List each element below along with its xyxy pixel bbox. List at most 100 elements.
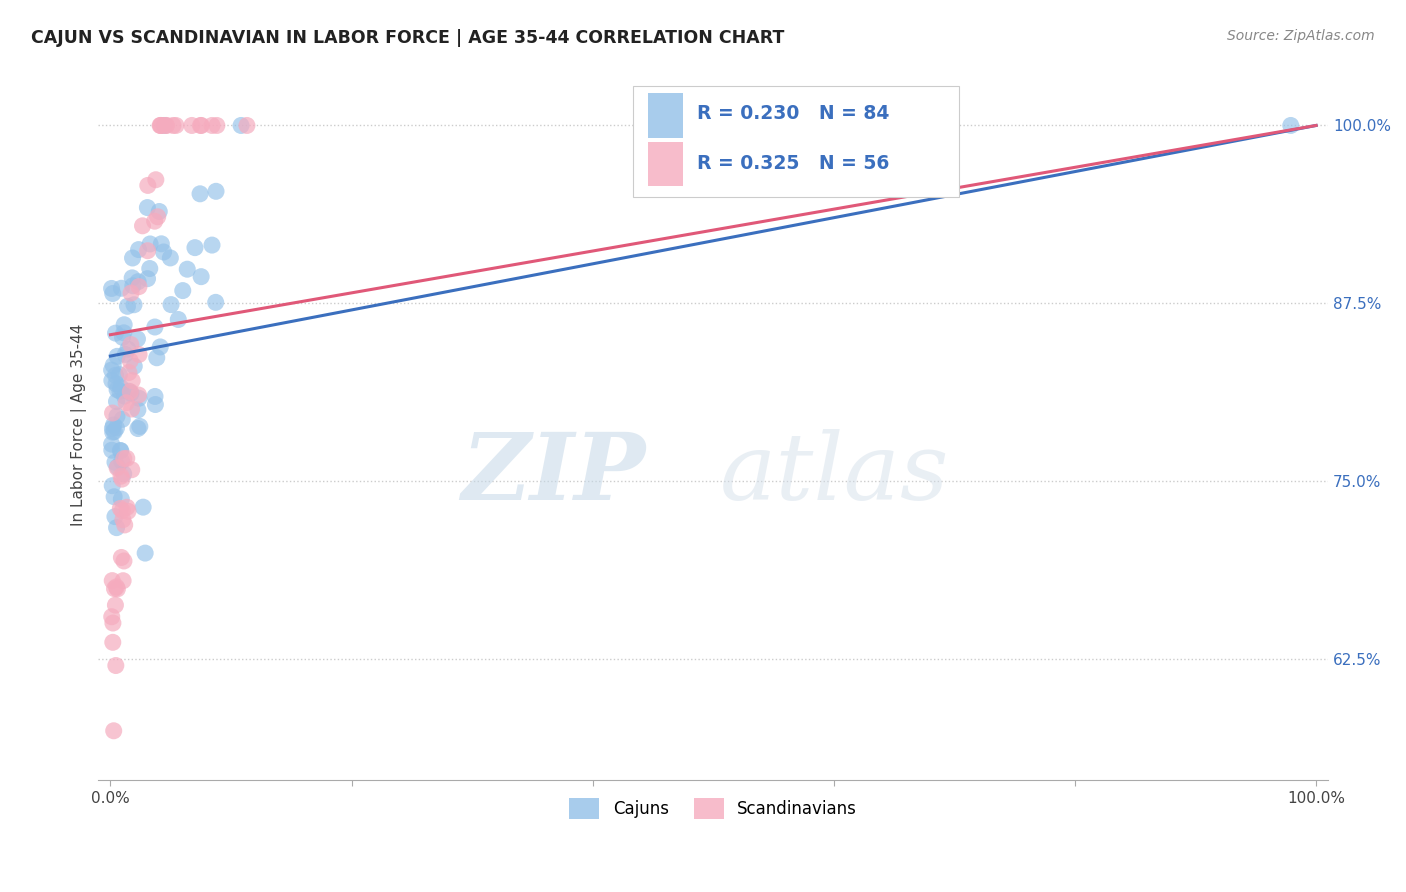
Text: CAJUN VS SCANDINAVIAN IN LABOR FORCE | AGE 35-44 CORRELATION CHART: CAJUN VS SCANDINAVIAN IN LABOR FORCE | A… <box>31 29 785 46</box>
Point <box>201 119 224 133</box>
Point <box>167 312 190 326</box>
Point <box>104 368 127 383</box>
Point <box>101 635 124 649</box>
Point <box>121 251 143 265</box>
Point <box>108 384 131 398</box>
Point <box>172 284 194 298</box>
Point <box>110 501 132 516</box>
Point <box>229 119 252 133</box>
Point <box>107 459 129 474</box>
Text: Source: ZipAtlas.com: Source: ZipAtlas.com <box>1227 29 1375 43</box>
Point <box>121 402 143 417</box>
Point <box>149 119 172 133</box>
Point <box>118 366 141 380</box>
Point <box>121 271 143 285</box>
Point <box>139 236 162 251</box>
Point <box>145 173 167 187</box>
Point <box>110 443 132 458</box>
Point <box>101 479 124 493</box>
Point <box>160 297 183 311</box>
Point <box>111 330 134 344</box>
Y-axis label: In Labor Force | Age 35-44: In Labor Force | Age 35-44 <box>72 323 87 525</box>
Point <box>165 119 187 133</box>
Point <box>155 119 177 133</box>
Point <box>103 425 125 439</box>
Text: R = 0.230   N = 84: R = 0.230 N = 84 <box>697 103 890 123</box>
Point <box>134 546 156 560</box>
Point <box>120 384 142 399</box>
Point <box>114 389 136 403</box>
Point <box>112 554 135 568</box>
Point <box>108 368 131 382</box>
Point <box>155 119 177 133</box>
Point <box>131 219 153 233</box>
Point <box>104 326 127 340</box>
Point <box>176 262 198 277</box>
Point <box>105 582 128 596</box>
Point <box>120 386 142 401</box>
Point <box>105 409 128 424</box>
Point <box>101 425 124 439</box>
Legend: Cajuns, Scandinavians: Cajuns, Scandinavians <box>562 792 863 825</box>
Point <box>121 374 143 388</box>
Point <box>100 609 122 624</box>
Point <box>120 337 142 351</box>
Point <box>145 398 167 412</box>
Point <box>103 417 125 432</box>
Point <box>236 119 259 133</box>
Point <box>136 178 159 193</box>
Point <box>143 320 166 334</box>
Point <box>103 582 125 596</box>
Point <box>128 347 150 361</box>
Point <box>121 278 143 293</box>
Point <box>205 119 228 133</box>
Point <box>136 271 159 285</box>
Point <box>111 412 134 426</box>
Point <box>128 419 150 434</box>
Point <box>103 490 125 504</box>
Point <box>104 509 127 524</box>
Point <box>110 469 132 483</box>
Point <box>128 243 150 257</box>
Point <box>204 295 226 310</box>
Point <box>105 394 128 409</box>
Point <box>101 406 124 420</box>
Point <box>101 374 124 388</box>
Point <box>188 186 211 201</box>
Point <box>111 513 134 527</box>
Point <box>114 517 136 532</box>
Point <box>120 286 142 301</box>
Point <box>117 299 139 313</box>
Point <box>128 279 150 293</box>
Point <box>101 443 124 458</box>
Point <box>105 350 128 364</box>
Point <box>150 119 173 133</box>
Point <box>105 376 128 391</box>
Point <box>117 504 139 518</box>
Point <box>120 353 142 368</box>
Point <box>112 467 135 481</box>
Point <box>105 580 128 594</box>
Point <box>110 281 132 295</box>
FancyBboxPatch shape <box>648 94 682 137</box>
Point <box>100 437 122 451</box>
Point <box>136 201 159 215</box>
Point <box>148 204 170 219</box>
Point <box>146 210 169 224</box>
Point <box>111 454 134 468</box>
Point <box>127 332 149 346</box>
Point <box>110 443 132 458</box>
Point <box>122 298 145 312</box>
Point <box>104 658 127 673</box>
Point <box>114 347 136 361</box>
Point <box>115 451 138 466</box>
Point <box>127 421 149 435</box>
Point <box>110 492 132 507</box>
Point <box>145 351 167 365</box>
Point <box>104 455 127 469</box>
FancyBboxPatch shape <box>648 142 682 186</box>
Point <box>205 184 228 198</box>
Point <box>159 251 181 265</box>
Point <box>128 388 150 402</box>
Point <box>149 340 172 354</box>
